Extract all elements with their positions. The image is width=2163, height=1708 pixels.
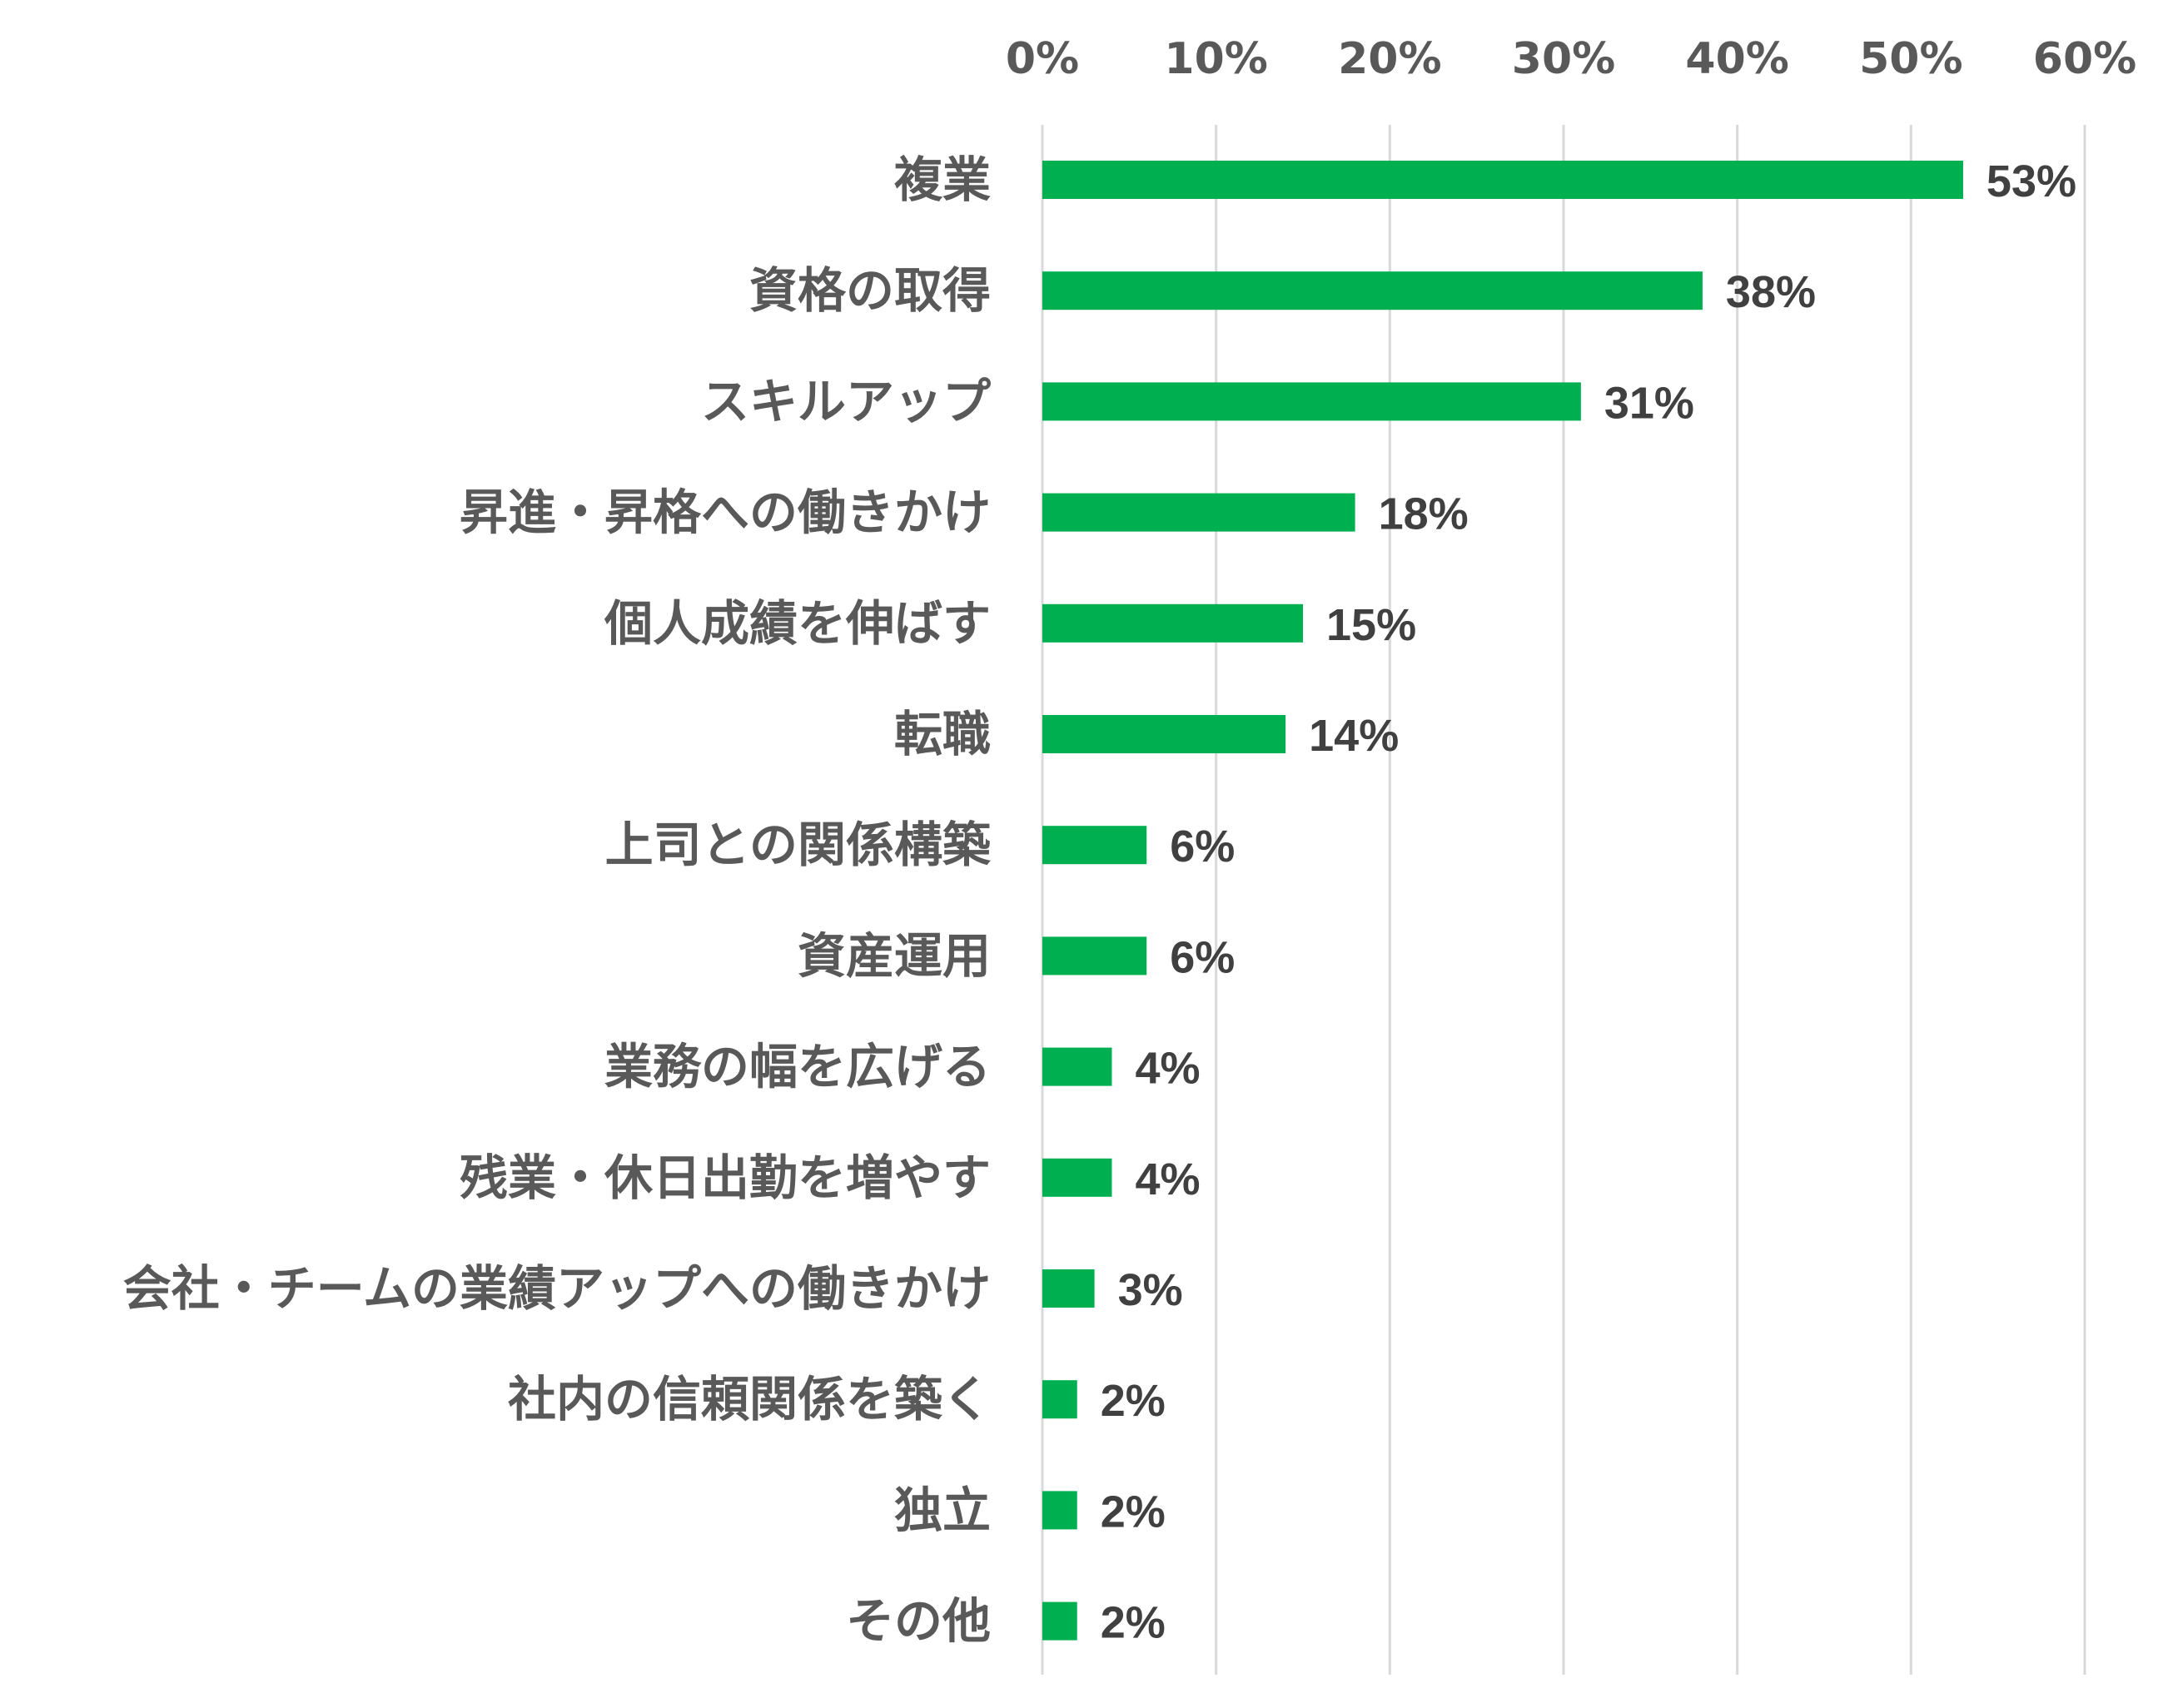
category-label: 上司との関係構築 [605,817,992,873]
category-labels: 複業資格の取得スキルアップ昇進・昇格への働きかけ個人成績を伸ばす転職上司との関係… [123,151,992,1650]
bar [1042,493,1355,532]
category-label: 独立 [894,1482,991,1538]
x-axis-ticks: 0% 10% 20% 30% 40% 50% 60% [1006,34,2136,84]
category-label: 転職 [894,706,991,762]
x-tick-label: 50% [1859,34,1962,84]
x-tick-label: 20% [1338,34,1441,84]
bar [1042,382,1581,421]
category-label: 会社・チームの業績アップへの働きかけ [123,1260,991,1317]
category-label: 昇進・昇格への働きかけ [460,484,991,541]
category-label: 社内の信頼関係を築く [508,1371,991,1427]
gridlines [1041,125,2086,1675]
category-label: 複業 [894,151,991,208]
data-label: 3% [1118,1265,1183,1315]
data-label: 31% [1604,378,1694,428]
bar [1042,715,1286,753]
bar [1042,1269,1095,1308]
bar [1042,936,1147,976]
category-label: スキルアップ [701,373,991,429]
x-tick-label: 60% [2033,34,2136,84]
x-tick-label: 0% [1006,34,1079,84]
category-label: 個人成績を伸ばす [604,595,991,652]
data-label: 6% [1170,822,1235,871]
category-label: 資産運用 [798,927,991,984]
category-label: その他 [846,1593,991,1650]
data-label: 18% [1379,489,1469,539]
data-label: 53% [1986,156,2076,206]
bar [1042,1158,1112,1197]
data-label: 4% [1135,1044,1200,1094]
data-label: 2% [1101,1376,1166,1426]
x-tick-label: 30% [1512,34,1615,84]
x-tick-label: 40% [1685,34,1788,84]
bar [1042,603,1303,643]
data-label: 2% [1101,1598,1166,1648]
data-label: 38% [1726,267,1816,317]
data-label: 4% [1135,1154,1200,1204]
bar [1042,1491,1077,1530]
bars [1042,161,1963,1641]
data-labels: 53% 38% 31% 18% 15% 14% 6% 6% 4% 4% 3% 2% 2% 2% [1101,156,2076,1648]
x-tick-label: 10% [1164,34,1267,84]
bar [1042,1601,1077,1641]
bar [1042,161,1963,199]
data-label: 14% [1309,711,1399,761]
category-label: 資格の取得 [749,262,991,319]
bar [1042,826,1147,865]
bar [1042,271,1703,310]
bar [1042,1047,1112,1086]
category-label: 残業・休日出勤を増やす [460,1149,991,1206]
category-label: 業務の幅を広げる [604,1039,991,1095]
data-label: 15% [1326,600,1416,650]
data-label: 6% [1170,932,1235,982]
data-label: 2% [1101,1487,1166,1537]
bar [1042,1380,1077,1419]
